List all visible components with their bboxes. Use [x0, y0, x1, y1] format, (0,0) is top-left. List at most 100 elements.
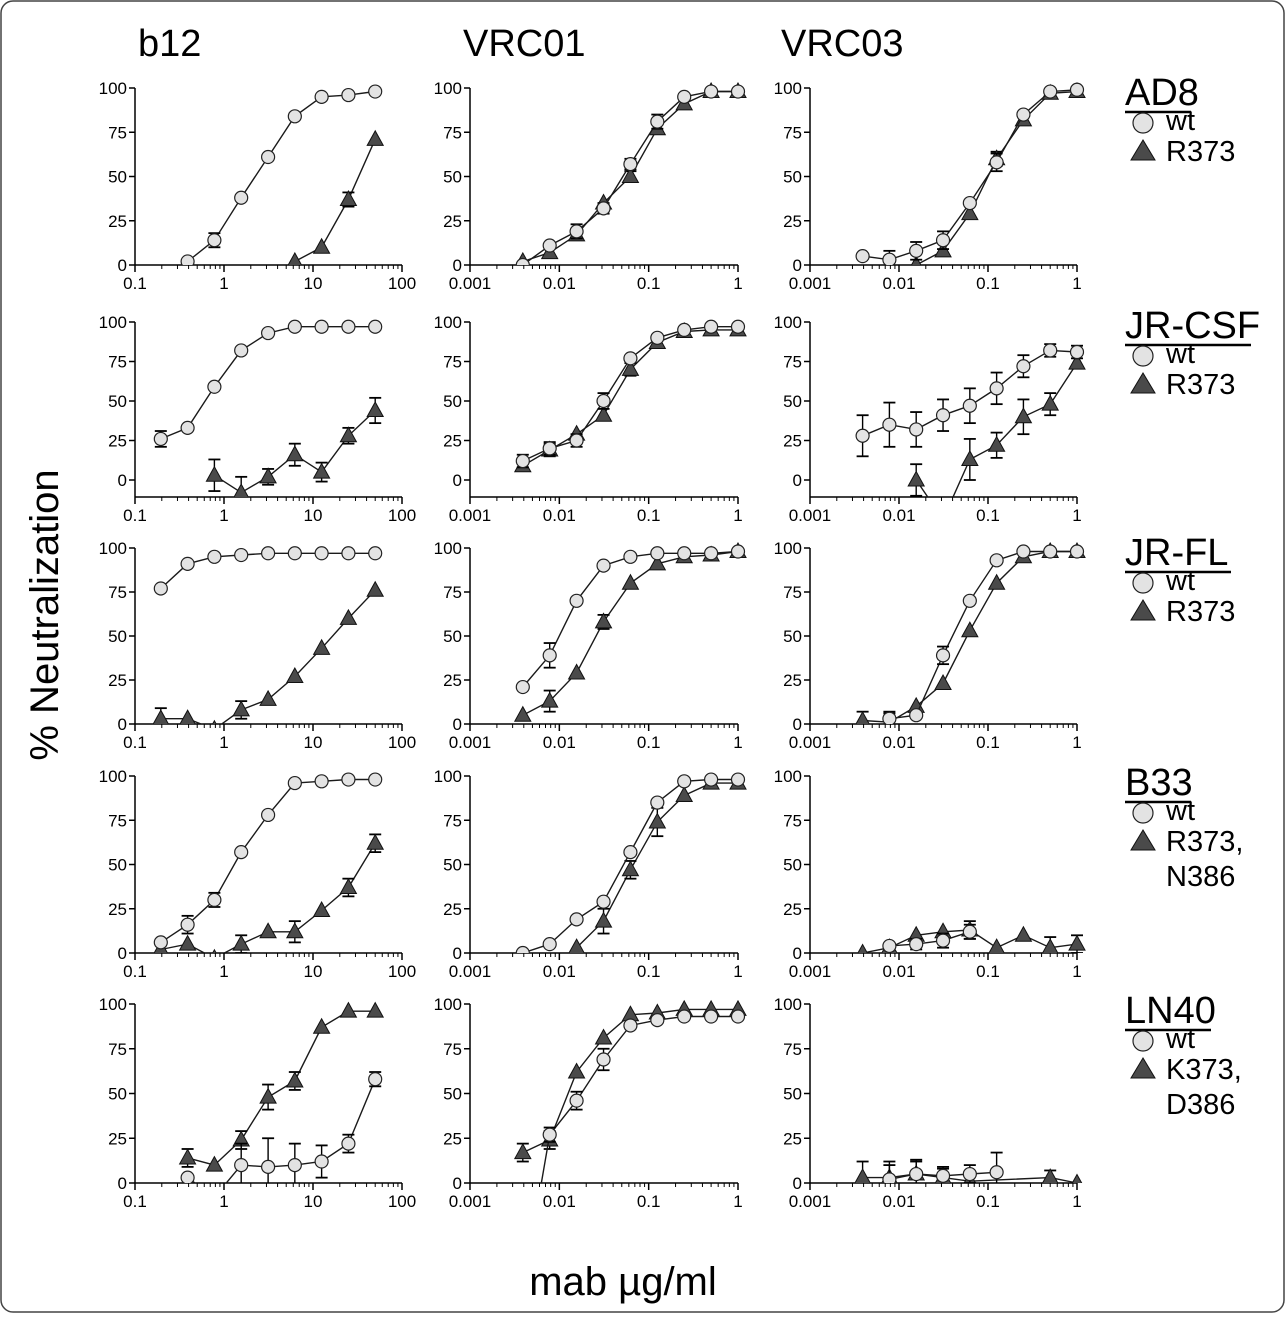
circle-marker	[569, 912, 584, 927]
x-tick-label: 0.001	[449, 506, 492, 525]
circle-marker	[677, 89, 692, 104]
plot-area	[513, 541, 747, 722]
triangle-marker	[621, 860, 640, 877]
triangle-marker	[987, 435, 1006, 452]
y-tick-label: 25	[443, 1129, 462, 1148]
triangle-marker	[594, 405, 613, 422]
circle-marker	[882, 938, 897, 953]
x-tick-label: 0.001	[449, 733, 492, 752]
circle-marker	[730, 84, 746, 99]
legend-strain-name: JR-FL	[1125, 532, 1228, 574]
y-tick-label: 25	[783, 671, 802, 690]
y-tick-label: 25	[108, 432, 127, 451]
y-tick-label: 75	[108, 353, 127, 372]
triangle-marker	[960, 449, 979, 466]
circle-marker	[261, 546, 276, 561]
triangle-marker	[594, 612, 613, 629]
circle-marker	[596, 558, 611, 573]
panel-ln40-b12: 0 25 50 75 100 0.1 1 10 100	[99, 995, 417, 1211]
x-tick-label: 10	[304, 274, 323, 293]
x-tick-label: 0.1	[976, 274, 1000, 293]
triangle-marker	[648, 554, 667, 571]
legend-wt-marker	[1132, 112, 1154, 134]
triangle-marker	[232, 700, 251, 717]
circle-marker	[1016, 544, 1031, 559]
x-tick-label: 10	[304, 1192, 323, 1211]
legends-group: AD8wtR373JR-CSFwtR373JR-FLwtR373B33wtR37…	[1125, 72, 1260, 1121]
x-tick-label: 0.1	[637, 506, 661, 525]
circle-marker	[596, 894, 611, 909]
circle-marker	[935, 233, 951, 248]
y-tick-label: 50	[108, 168, 127, 187]
circle-marker	[855, 428, 870, 443]
panel-jr-fl-b12: 0 25 50 75 100 0.1 1 10 100	[99, 539, 417, 752]
legend-mutant-marker	[1130, 1057, 1156, 1079]
x-tick-label: 100	[388, 274, 416, 293]
triangle-marker	[259, 689, 277, 706]
triangle-marker	[857, 943, 868, 953]
triangle-marker	[285, 666, 304, 683]
circle-marker	[153, 431, 168, 447]
circle-marker	[207, 549, 222, 564]
circle-marker	[677, 546, 692, 561]
panel-b33-vrc03: 0 25 50 75 100 0.001 0.01 0.1 1	[774, 767, 1086, 981]
y-tick-label: 25	[783, 900, 802, 919]
circle-marker	[882, 252, 897, 265]
y-tick-label: 100	[434, 995, 462, 1014]
y-tick-label: 50	[783, 168, 802, 187]
circle-marker	[368, 319, 383, 334]
legend-mutant-marker	[1130, 139, 1156, 161]
x-tick-label: 1	[219, 274, 228, 293]
triangle-marker	[179, 709, 196, 724]
x-tick-label: 1	[1072, 1192, 1081, 1211]
circle-marker	[989, 155, 1004, 170]
y-tick-label: 100	[774, 995, 802, 1014]
circle-marker	[314, 774, 329, 789]
series-wt	[515, 544, 746, 695]
triangle-marker	[212, 948, 217, 953]
y-tick-label: 100	[434, 539, 462, 558]
x-tick-label: 1	[219, 733, 228, 752]
y-tick-label: 75	[443, 1040, 462, 1059]
y-tick-label: 25	[108, 1129, 127, 1148]
x-tick-label: 0.001	[449, 962, 492, 981]
y-axis-label: % Neutralization	[23, 469, 67, 760]
series-r373	[205, 396, 385, 497]
circle-marker	[515, 453, 530, 469]
circle-marker	[677, 774, 692, 789]
triangle-marker	[854, 1168, 871, 1183]
legend-mutant-label: R373	[1166, 136, 1235, 168]
circle-marker	[234, 547, 249, 563]
triangle-marker	[594, 911, 613, 928]
triangle-marker	[1041, 394, 1060, 411]
x-tick-label: 0.1	[976, 506, 1000, 525]
plot-area	[855, 82, 1086, 265]
circle-marker	[180, 917, 195, 932]
circle-marker	[1069, 544, 1085, 559]
circle-marker	[704, 84, 719, 99]
circle-marker	[650, 1013, 665, 1028]
y-tick-label: 0	[453, 1174, 462, 1193]
y-tick-label: 0	[453, 256, 462, 275]
y-tick-label: 100	[774, 79, 802, 98]
x-tick-label: 1	[733, 274, 742, 293]
y-tick-label: 25	[783, 212, 802, 231]
legend-wt-label: wt	[1165, 1023, 1195, 1055]
triangle-marker	[205, 465, 224, 482]
x-tick-label: 1	[219, 962, 228, 981]
circle-marker	[180, 1170, 195, 1183]
triangle-marker	[513, 705, 532, 722]
circle-marker	[650, 114, 665, 129]
y-tick-label: 50	[783, 392, 802, 411]
circle-marker	[855, 249, 870, 264]
x-tick-label: 10	[304, 733, 323, 752]
x-tick-label: 0.1	[123, 1192, 147, 1211]
series-wt	[153, 319, 383, 448]
y-tick-label: 0	[793, 715, 802, 734]
circle-marker	[287, 546, 302, 561]
circle-marker	[962, 398, 977, 413]
series-wt	[855, 82, 1085, 265]
x-tick-label: 0.1	[976, 1192, 1000, 1211]
